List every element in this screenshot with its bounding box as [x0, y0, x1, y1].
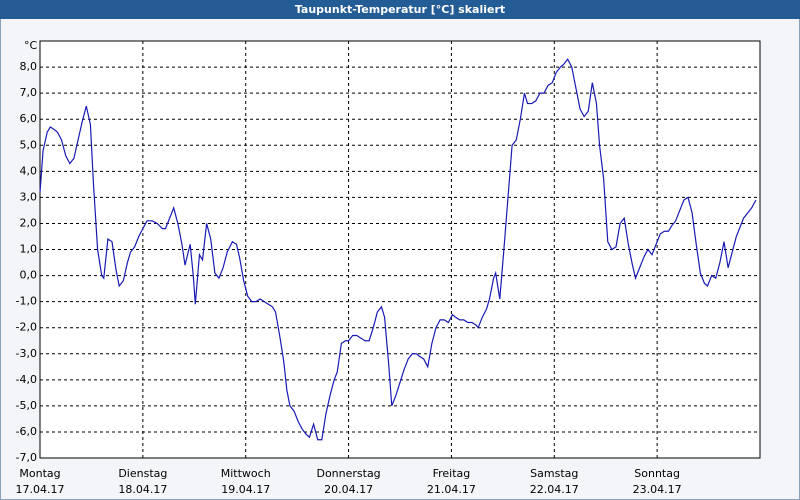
y-unit: °C	[24, 39, 38, 52]
y-tick-label: 6,0	[20, 112, 38, 125]
y-tick-label: -6,0	[16, 425, 37, 438]
x-tick-sublabel: 20.04.17	[324, 483, 373, 496]
y-tick-label: 5,0	[20, 138, 38, 151]
y-tick-label: 8,0	[20, 60, 38, 73]
x-tick-sublabel: 17.04.17	[16, 483, 65, 496]
y-tick-label: -3,0	[16, 347, 37, 360]
y-tick-label: 0,0	[20, 269, 38, 282]
title-bar	[0, 0, 800, 19]
y-tick-label: 3,0	[20, 190, 38, 203]
x-tick-label: Montag	[19, 467, 60, 480]
y-tick-label: 7,0	[20, 86, 38, 99]
chart-title: Taupunkt-Temperatur [°C] skaliert	[295, 3, 505, 16]
y-tick-label: -7,0	[16, 451, 37, 464]
x-tick-sublabel: 19.04.17	[221, 483, 270, 496]
y-tick-label: -4,0	[16, 373, 37, 386]
x-tick-sublabel: 21.04.17	[427, 483, 476, 496]
y-tick-label: 4,0	[20, 164, 38, 177]
y-tick-label: 2,0	[20, 216, 38, 229]
y-tick-label: -2,0	[16, 321, 37, 334]
x-tick-sublabel: 23.04.17	[633, 483, 682, 496]
x-tick-label: Mittwoch	[221, 467, 271, 480]
x-tick-sublabel: 22.04.17	[530, 483, 579, 496]
data-line	[39, 58, 757, 441]
x-tick-label: Dienstag	[118, 467, 167, 480]
y-tick-label: -1,0	[16, 295, 37, 308]
y-tick-label: 1,0	[20, 243, 38, 256]
x-tick-sublabel: 18.04.17	[118, 483, 167, 496]
x-tick-label: Samstag	[530, 467, 578, 480]
x-tick-label: Donnerstag	[316, 467, 380, 480]
y-tick-label: -5,0	[16, 399, 37, 412]
x-tick-label: Freitag	[433, 467, 471, 480]
x-tick-label: Sonntag	[634, 467, 680, 480]
